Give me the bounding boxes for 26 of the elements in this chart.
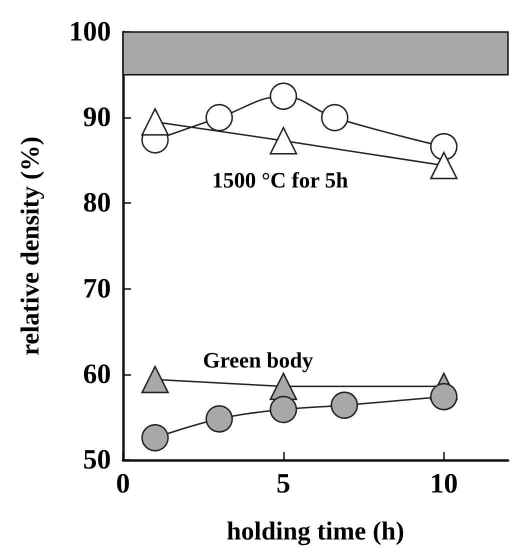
point (330, 391, 358, 419)
x-tick-label: 0 (116, 468, 130, 500)
y-tick-label: 90 (83, 102, 111, 134)
y-axis-title: relative density (%) (16, 136, 44, 356)
y-tick-label: 100 (69, 16, 111, 48)
annotation: Green body (202, 348, 314, 372)
point (141, 108, 169, 136)
point (141, 366, 169, 394)
point (206, 104, 233, 132)
point (141, 424, 169, 452)
point (270, 82, 298, 110)
point (270, 126, 298, 154)
point (321, 104, 348, 132)
point (206, 405, 233, 433)
y-tick-label: 60 (83, 358, 111, 390)
y-tick-label: 50 (83, 444, 111, 476)
point (430, 132, 458, 160)
x-tick-label: 10 (430, 468, 458, 500)
annotation: 1500 °C for 5h (212, 168, 348, 192)
y-tick-label: 70 (83, 273, 111, 304)
point (430, 382, 458, 410)
x-tick-label: 5 (276, 468, 290, 500)
x-axis-title: holding time (h) (226, 516, 404, 546)
point (270, 396, 298, 424)
y-tick-label: 80 (83, 188, 111, 219)
point (430, 152, 458, 180)
